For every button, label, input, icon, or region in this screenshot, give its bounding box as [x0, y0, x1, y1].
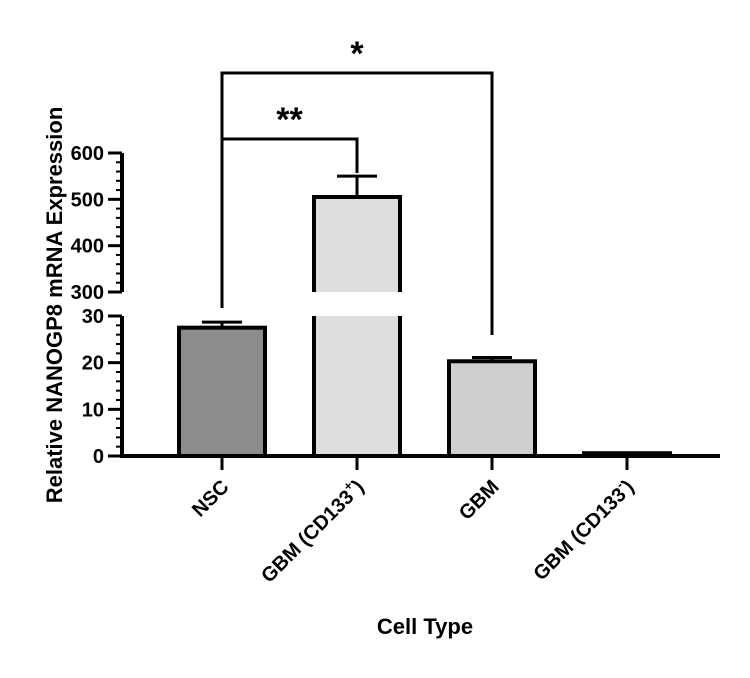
category-label: GBM (CD133+)	[254, 473, 368, 587]
bar	[582, 451, 672, 459]
category-labels: NSC GBM (CD133+) GBM GBM (CD133-)	[188, 473, 639, 587]
y-tick-label: 30	[82, 306, 104, 328]
y-tick-label: 600	[71, 143, 104, 165]
bar-lower-segment	[314, 316, 400, 456]
y-tick-label: 500	[71, 189, 104, 211]
bar-lower-outline	[312, 316, 402, 458]
y-axis-label: Relative NANOGP8 mRNA Expression	[42, 107, 67, 504]
error-bars	[202, 174, 512, 362]
bar	[177, 325, 267, 458]
category-label: GBM (CD133-)	[527, 473, 639, 585]
y-tick-label: 300	[71, 282, 104, 304]
significance-label: *	[350, 35, 364, 73]
y-tick-label: 400	[71, 236, 104, 258]
significance-label: **	[276, 101, 303, 139]
category-label: NSC	[188, 476, 233, 521]
bars	[177, 195, 672, 459]
bar	[447, 359, 537, 458]
y-tick-label: 10	[82, 399, 104, 421]
significance-brackets: ***	[220, 35, 494, 335]
significance-bracket	[220, 71, 494, 335]
bar-upper-segment	[314, 197, 400, 292]
x-axis-label: Cell Type	[377, 614, 473, 639]
y-tick-label: 20	[82, 353, 104, 375]
category-label: GBM	[455, 476, 504, 525]
y-tick-label: 0	[93, 446, 104, 468]
bar-upper-outline	[312, 195, 402, 292]
